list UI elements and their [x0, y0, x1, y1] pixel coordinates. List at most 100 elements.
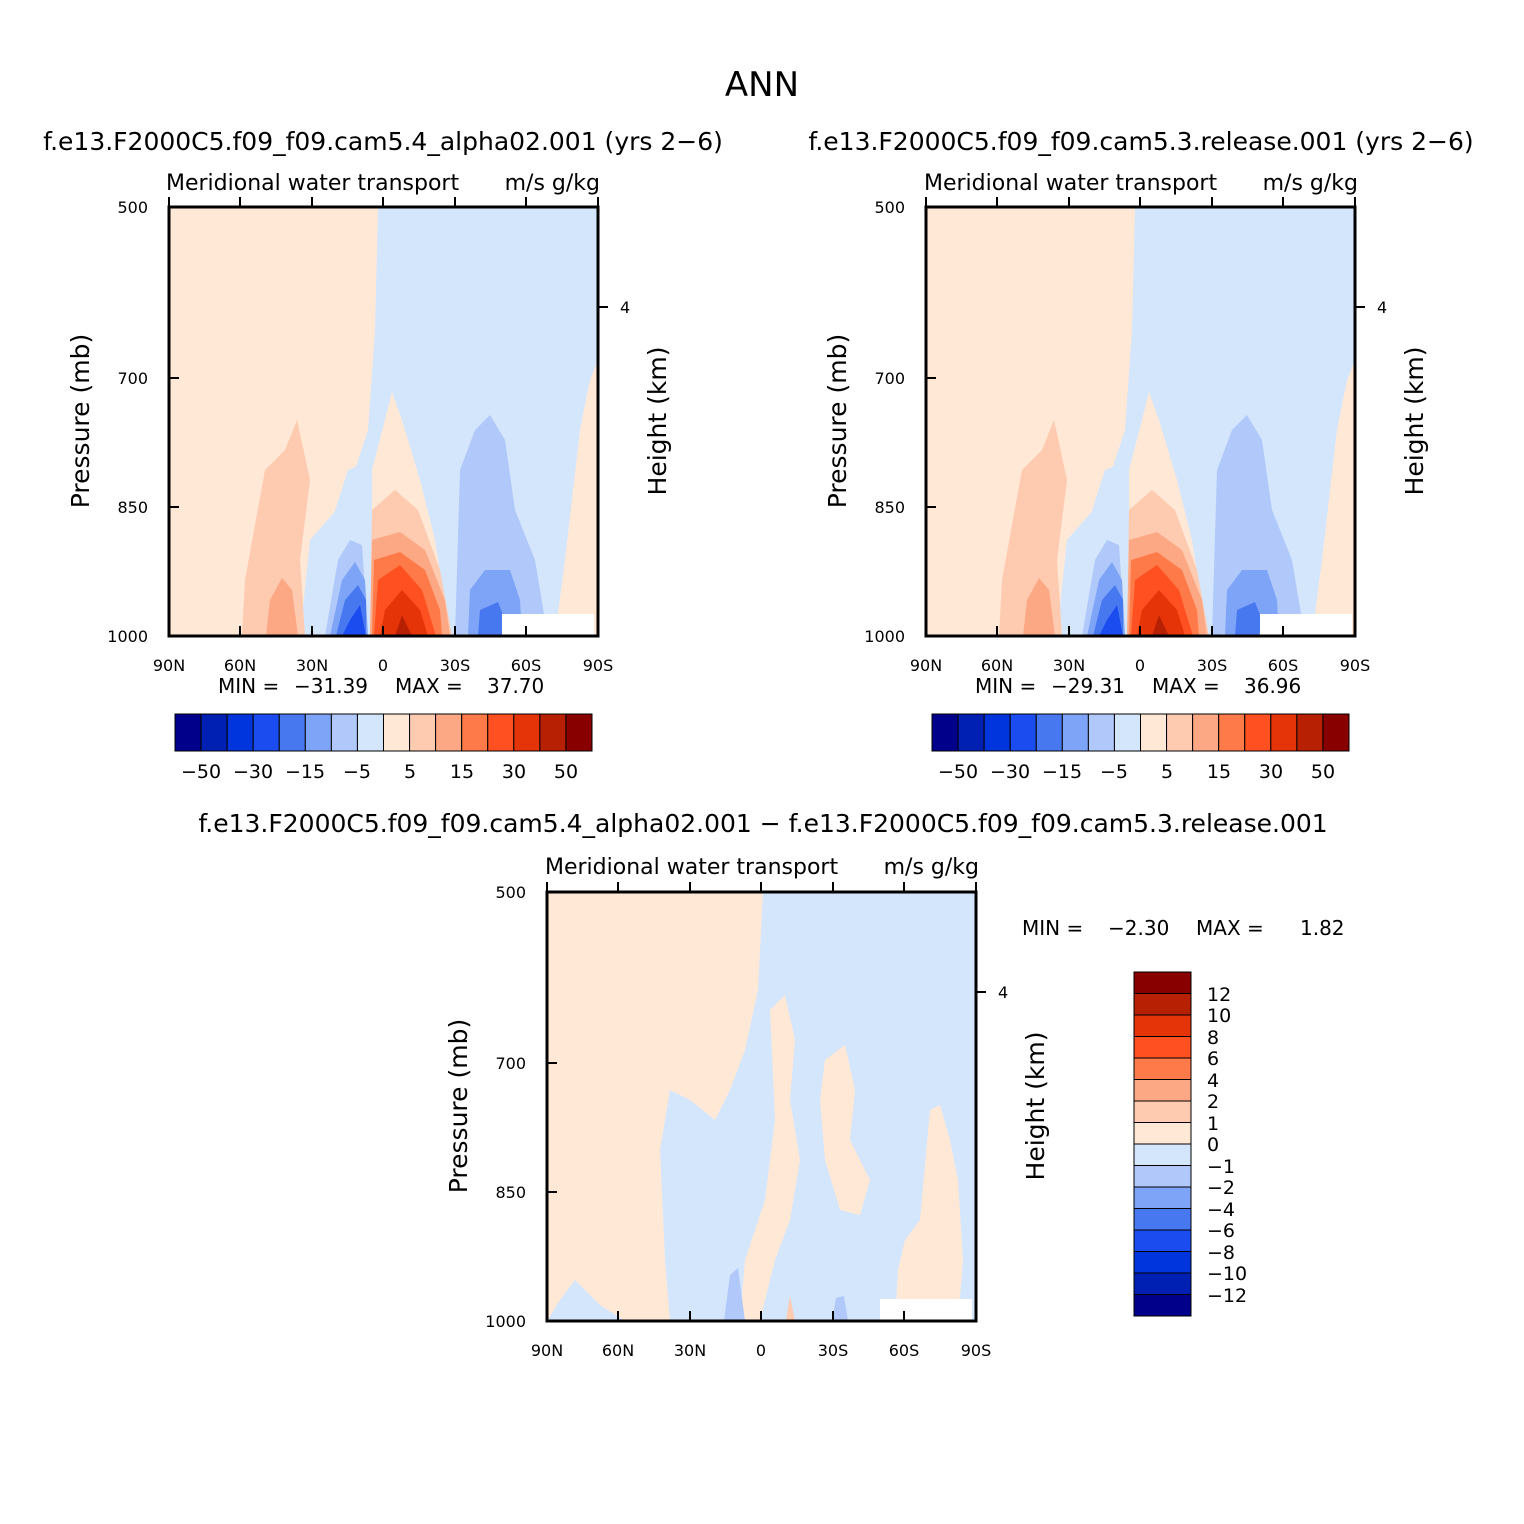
contour-plot	[545, 890, 978, 1323]
y-tick-label: 500	[874, 198, 905, 217]
y-right-tick-label: 4	[620, 298, 630, 317]
contour-plot	[924, 205, 1357, 638]
y-axis: 500 700 850 1000 Pressure (mb) 4 Height …	[823, 198, 1429, 646]
panel-title: Meridional water transport	[545, 855, 838, 880]
y-tick-label: 700	[117, 369, 148, 388]
colorbar-swatch	[1270, 713, 1298, 752]
colorbar-label: −10	[1207, 1263, 1247, 1285]
x-tick-label: 60S	[511, 656, 542, 675]
colorbar-swatch	[1133, 1294, 1192, 1317]
colorbar-swatch	[304, 713, 332, 752]
colorbar-label: 6	[1207, 1048, 1219, 1070]
panel-header: f.e13.F2000C5.f09_f09.cam5.4_alpha02.001…	[198, 809, 1327, 838]
x-tick-label: 60N	[981, 656, 1013, 675]
panel-units: m/s g/kg	[884, 855, 979, 880]
contour-fill	[786, 1296, 795, 1321]
colorbar-label: −50	[938, 761, 978, 783]
x-tick-label: 30N	[674, 1341, 706, 1360]
colorbar-swatch	[1133, 1057, 1192, 1080]
colorbar-swatch	[461, 713, 489, 752]
y-axis-label: Pressure (mb)	[823, 334, 852, 508]
contour-fill	[999, 420, 1067, 636]
x-axis: 90N 60N 30N 0 30S 60S 90S	[910, 197, 1370, 675]
colorbar-swatch	[1009, 713, 1037, 752]
x-tick-label: 60S	[889, 1341, 920, 1360]
colorbar-swatch	[1113, 713, 1141, 752]
contour-fill	[740, 995, 800, 1321]
x-tick-label: 30S	[1197, 656, 1228, 675]
colorbar-label: −15	[1042, 761, 1082, 783]
colorbar-label: 8	[1207, 1027, 1219, 1049]
colorbar-label: −5	[343, 761, 371, 783]
panel-units: m/s g/kg	[1263, 171, 1358, 196]
panel-title: Meridional water transport	[166, 171, 459, 196]
colorbar-swatch	[487, 713, 515, 752]
colorbar-swatch	[1133, 1100, 1192, 1123]
panel-model: f.e13.F2000C5.f09_f09.cam5.4_alpha02.001…	[43, 127, 723, 783]
x-tick-label: 0	[756, 1341, 766, 1360]
positive-region	[926, 207, 1135, 636]
contour-fill	[1152, 615, 1169, 636]
max-label: MAX =	[395, 674, 463, 698]
y-tick-label: 1000	[107, 627, 148, 646]
colorbar-swatch	[174, 713, 202, 752]
contour-fill	[820, 1045, 870, 1215]
colorbar-swatch	[1296, 713, 1324, 752]
y-axis-label: Pressure (mb)	[444, 1019, 473, 1193]
x-axis: 90N 60N 30N 0 30S 60S 90S	[153, 197, 613, 675]
colorbar-swatch	[1133, 1251, 1192, 1274]
positive-region	[547, 892, 763, 1321]
colorbar-swatch	[957, 713, 985, 752]
y-right-axis-label: Height (km)	[643, 347, 672, 496]
x-tick-label: 30S	[440, 656, 471, 675]
colorbar-swatch	[1133, 1186, 1192, 1209]
colorbar-swatch	[539, 713, 567, 752]
x-tick-label: 90S	[961, 1341, 992, 1360]
page-title: ANN	[725, 65, 799, 105]
colorbar-label: −5	[1100, 761, 1128, 783]
x-tick-label: 60S	[1268, 656, 1299, 675]
contour-fill	[242, 420, 310, 636]
y-tick-label: 850	[495, 1183, 526, 1202]
colorbar-label: −1	[1207, 1156, 1235, 1178]
contour-fill	[1312, 360, 1355, 636]
contour-fill	[478, 602, 505, 636]
colorbar-swatch	[1133, 1229, 1192, 1252]
colorbar-label: −2	[1207, 1177, 1235, 1199]
contour-plot	[167, 205, 600, 638]
min-value: −29.31	[1051, 674, 1125, 698]
y-axis: 500 700 850 1000 Pressure (mb) 4 Height …	[66, 198, 672, 646]
x-tick-label: 30S	[818, 1341, 849, 1360]
colorbar-swatch	[1133, 1143, 1192, 1166]
colorbar-swatch	[1133, 1079, 1192, 1102]
y-tick-label: 700	[874, 369, 905, 388]
colorbar-label: 5	[404, 761, 416, 783]
colorbar-swatch	[330, 713, 358, 752]
colorbar-swatch	[1133, 1014, 1192, 1037]
colorbar-swatch	[1035, 713, 1063, 752]
panel-title: Meridional water transport	[924, 171, 1217, 196]
panel-difference: f.e13.F2000C5.f09_f09.cam5.4_alpha02.001…	[198, 809, 1344, 1360]
y-right-tick-label: 4	[998, 983, 1008, 1002]
contour-fill	[380, 590, 428, 636]
colorbar-swatch	[435, 713, 463, 752]
colorbar-label: 0	[1207, 1134, 1219, 1156]
y-tick-label: 500	[117, 198, 148, 217]
colorbar-label: −15	[285, 761, 325, 783]
min-label: MIN =	[218, 674, 279, 698]
colorbar-label: 2	[1207, 1091, 1219, 1113]
colorbar-label: 30	[502, 761, 526, 783]
colorbar-swatch	[200, 713, 228, 752]
x-tick-label: 90N	[910, 656, 942, 675]
y-right-axis-label: Height (km)	[1400, 347, 1429, 496]
min-value: −31.39	[294, 674, 368, 698]
contour-fill	[724, 1268, 745, 1321]
colorbar-swatch	[226, 713, 254, 752]
colorbar: −50 −30 −15 −5 5 15 30 50	[174, 713, 593, 783]
colorbar-swatch	[409, 713, 437, 752]
contour-fill	[1099, 605, 1123, 636]
contour-fill	[395, 615, 412, 636]
y-tick-label: 850	[117, 498, 148, 517]
colorbar-swatch	[1166, 713, 1194, 752]
